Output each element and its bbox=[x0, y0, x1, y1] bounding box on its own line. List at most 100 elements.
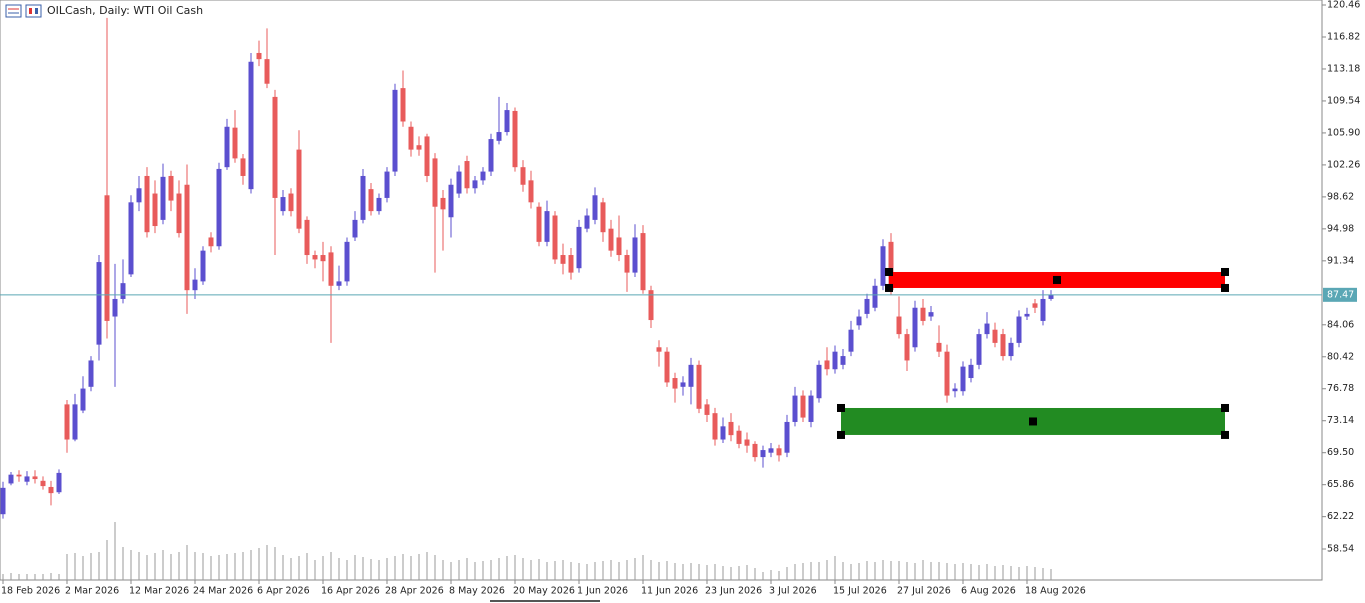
y-tick-label: 69.50 bbox=[1327, 447, 1354, 458]
candle-body bbox=[944, 351, 950, 396]
candle-body bbox=[152, 193, 158, 227]
candle-body bbox=[16, 474, 22, 477]
x-tick-label: 15 Jul 2026 bbox=[833, 586, 887, 597]
x-tick-label: 8 May 2026 bbox=[449, 586, 505, 597]
candle-body bbox=[568, 255, 574, 273]
zone-handle[interactable] bbox=[837, 403, 845, 412]
x-tick-label: 3 Jul 2026 bbox=[769, 586, 817, 597]
candle-body bbox=[896, 316, 902, 335]
candle-body bbox=[256, 52, 262, 60]
candle-body bbox=[976, 334, 982, 365]
zone-handle[interactable] bbox=[885, 267, 893, 276]
candle-body bbox=[632, 237, 638, 273]
candle-body bbox=[1024, 313, 1030, 317]
candle-body bbox=[864, 298, 870, 314]
candle-body bbox=[328, 252, 334, 286]
zone-handle[interactable] bbox=[1221, 267, 1229, 276]
candle-body bbox=[888, 241, 894, 291]
candle-body bbox=[488, 139, 494, 172]
candle-body bbox=[144, 175, 150, 233]
candle-body bbox=[64, 404, 70, 440]
candle-body bbox=[472, 180, 478, 189]
candle-body bbox=[88, 360, 94, 387]
candle-body bbox=[40, 480, 46, 487]
candle-body bbox=[216, 168, 222, 247]
x-tick-label: 11 Jun 2026 bbox=[641, 586, 698, 597]
x-tick-label: 18 Aug 2026 bbox=[1025, 586, 1086, 597]
x-tick-label: 6 Aug 2026 bbox=[961, 586, 1016, 597]
candle-body bbox=[184, 184, 190, 291]
candle-body bbox=[440, 197, 446, 210]
candle-body bbox=[1040, 298, 1046, 321]
zone-handle[interactable] bbox=[1221, 430, 1229, 439]
y-tick-label: 76.78 bbox=[1327, 383, 1354, 394]
x-tick-label: 2 Mar 2026 bbox=[65, 586, 119, 597]
zone-handle[interactable] bbox=[837, 430, 845, 439]
candle-body bbox=[192, 279, 198, 291]
candle-body bbox=[480, 171, 486, 181]
zone-handle[interactable] bbox=[1221, 403, 1229, 412]
zone-handle[interactable] bbox=[1029, 417, 1037, 426]
candle-body bbox=[920, 307, 926, 321]
candle-body bbox=[784, 421, 790, 453]
plot-frame bbox=[0, 0, 1323, 581]
candle-body bbox=[968, 364, 974, 379]
y-tick-label: 91.34 bbox=[1327, 255, 1354, 266]
candle-body bbox=[8, 474, 14, 484]
x-tick-label: 20 May 2026 bbox=[513, 586, 575, 597]
candle-body bbox=[456, 171, 462, 194]
zone-handle[interactable] bbox=[1221, 283, 1229, 292]
candle-body bbox=[880, 246, 886, 286]
candle-body bbox=[704, 404, 710, 415]
zone-handle[interactable] bbox=[1053, 275, 1061, 284]
icon-bar bbox=[29, 8, 32, 14]
y-tick-label: 73.14 bbox=[1327, 415, 1354, 426]
x-tick-label: 23 Jun 2026 bbox=[705, 586, 762, 597]
candle-body bbox=[432, 158, 438, 207]
candle-body bbox=[720, 426, 726, 440]
candle-body bbox=[128, 202, 134, 275]
candle-body bbox=[608, 228, 614, 251]
candle-body bbox=[32, 476, 38, 480]
candle-body bbox=[672, 378, 678, 389]
candle-body bbox=[312, 255, 318, 260]
y-tick-label: 80.42 bbox=[1327, 351, 1354, 362]
candle-body bbox=[872, 285, 878, 308]
candle-body bbox=[280, 197, 286, 212]
candle-body bbox=[120, 283, 126, 299]
candle-body bbox=[56, 472, 62, 493]
candle-body bbox=[344, 241, 350, 282]
candle-body bbox=[792, 395, 798, 422]
scrollbar bbox=[490, 600, 600, 602]
zone-handle[interactable] bbox=[885, 283, 893, 292]
candle-body bbox=[24, 476, 30, 482]
y-tick-label: 84.06 bbox=[1327, 319, 1354, 330]
candle-body bbox=[728, 421, 734, 436]
candle-body bbox=[240, 158, 246, 176]
y-tick-label: 98.62 bbox=[1327, 191, 1354, 202]
candle-body bbox=[1000, 334, 1006, 357]
candle-body bbox=[136, 188, 142, 203]
candle-body bbox=[376, 197, 382, 212]
candle-body bbox=[552, 215, 558, 260]
toolbar-icons bbox=[5, 4, 42, 18]
candle-body bbox=[760, 450, 766, 458]
candle-body bbox=[928, 312, 934, 317]
candle-body bbox=[680, 382, 686, 387]
candle-body bbox=[496, 132, 502, 141]
candle-body bbox=[712, 413, 718, 440]
candle-body bbox=[168, 175, 174, 201]
candle-body bbox=[800, 395, 806, 418]
candle-body bbox=[112, 298, 118, 317]
candle-body bbox=[664, 351, 670, 383]
x-tick-label: 1 Jun 2026 bbox=[577, 586, 628, 597]
candle-body bbox=[80, 388, 86, 411]
candle-body bbox=[808, 395, 814, 422]
candle-body bbox=[464, 161, 470, 189]
y-tick-label: 120.46 bbox=[1327, 0, 1360, 11]
candle-body bbox=[744, 439, 750, 446]
candle-body bbox=[0, 487, 6, 515]
candle-body bbox=[912, 307, 918, 348]
candle-body bbox=[856, 316, 862, 326]
